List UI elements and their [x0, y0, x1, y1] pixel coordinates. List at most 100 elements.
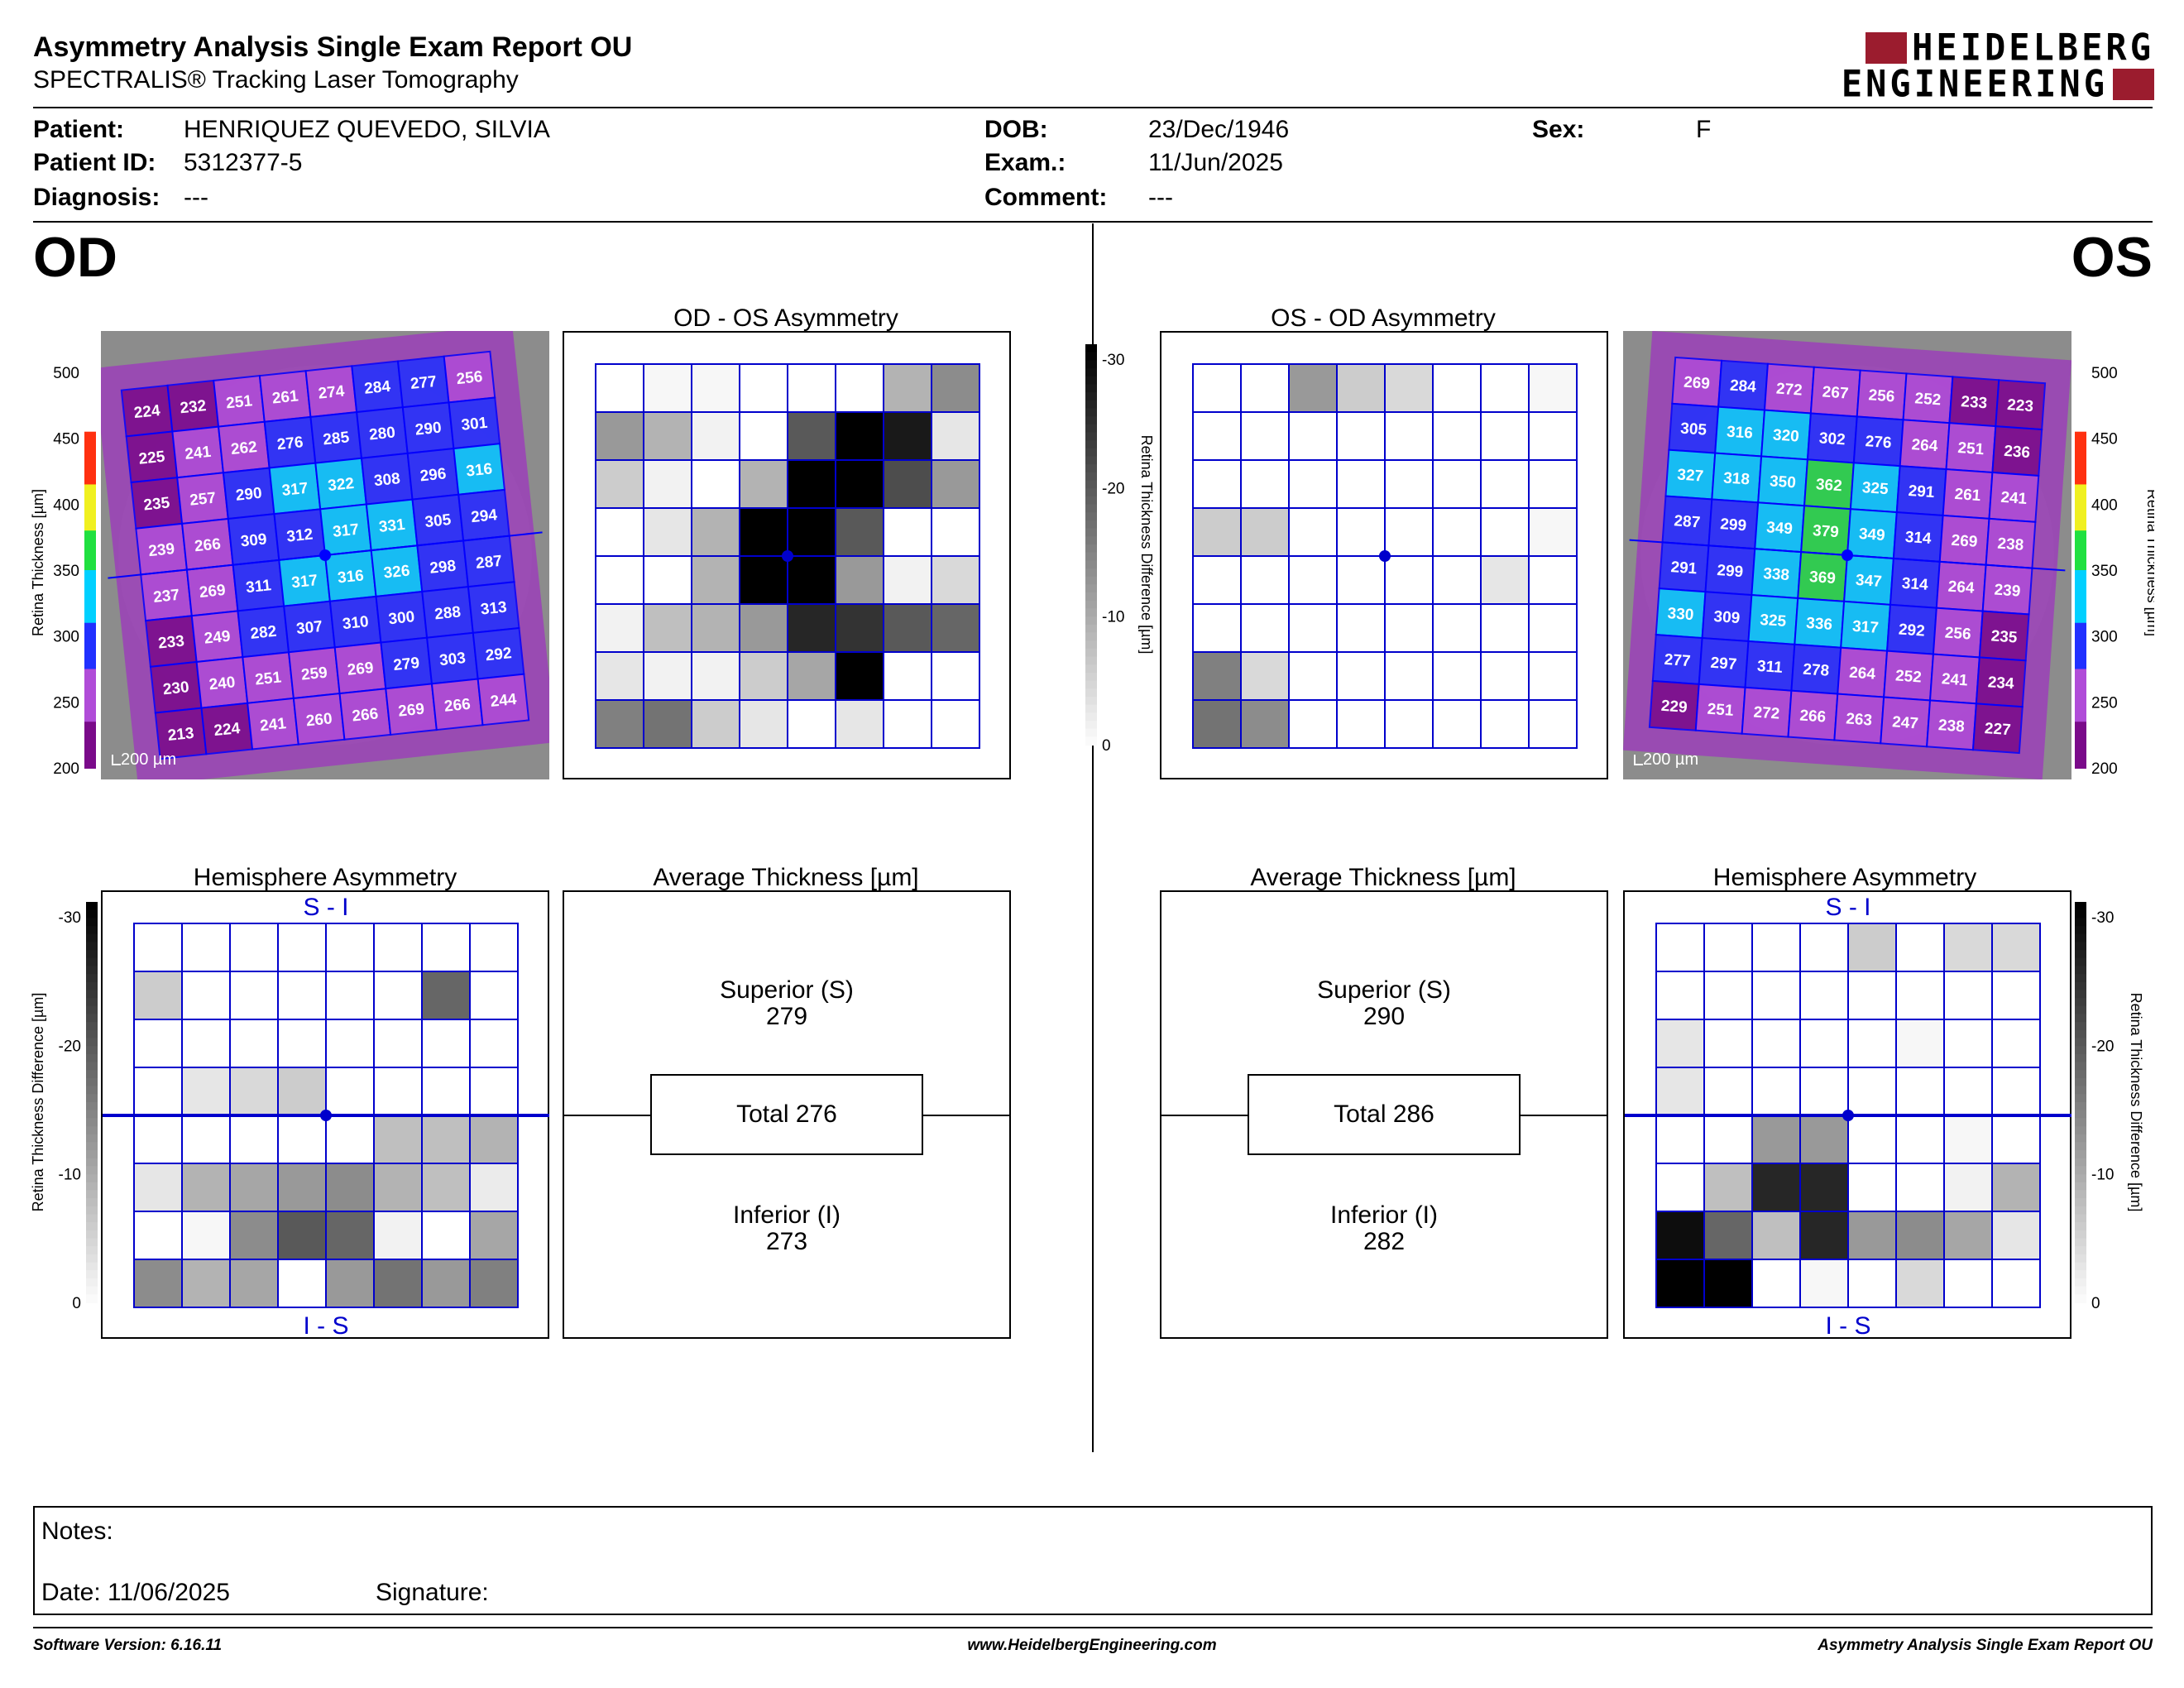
od-asym_gray-cell: [643, 603, 692, 653]
colorbar-tick-label: 200: [53, 760, 79, 778]
center-divider: [1092, 223, 1094, 1452]
os-inferior-value: 282: [1363, 1228, 1406, 1255]
colorbar-segment: [84, 708, 96, 717]
od-asym_gray-cell: [835, 699, 884, 749]
diff-colorbar-segment: [86, 918, 98, 928]
diff-colorbar-segment: [86, 1294, 98, 1303]
os-hemi_gray-cell: [1991, 1259, 2041, 1308]
diff-colorbar-tick: -20: [2091, 1038, 2114, 1055]
od-thickness-value: 310: [342, 613, 370, 633]
os-hemi_gray-cell: [1991, 923, 2041, 972]
os-asym_gray-cell: [1528, 411, 1578, 461]
colorbar-segment: [84, 563, 96, 571]
colorbar-segment: [2075, 491, 2086, 499]
os-hemi_gray-cell: [1895, 1211, 1945, 1260]
os-asym_gray-cell: [1192, 699, 1242, 749]
diff-colorbar-segment: [1085, 728, 1097, 738]
diff-colorbar-segment: [86, 1046, 98, 1055]
od-thickness-value: 316: [337, 567, 365, 587]
od-asym_gray-cell: [643, 411, 692, 461]
od-asym_gray-cell: [835, 507, 884, 557]
os-thickness-value: 263: [1846, 710, 1873, 729]
colorbar-segment: [84, 491, 96, 499]
diff-colorbar-segment: [1085, 424, 1097, 434]
colorbar-segment: [84, 464, 96, 472]
diff-colorbar-segment: [1085, 496, 1097, 506]
os-asym_gray-cell: [1192, 411, 1242, 461]
diff-colorbar-segment: [86, 1182, 98, 1192]
colorbar-segment: [84, 722, 96, 730]
diff-colorbar-segment: [86, 1134, 98, 1144]
notes-box[interactable]: Notes: Date: 11/06/2025 Signature:: [33, 1506, 2153, 1615]
od-hemi_gray-cell: [373, 1115, 423, 1164]
diff-colorbar-segment: [2075, 1142, 2086, 1152]
od-hemi_gray-cell: [133, 1163, 183, 1212]
colorbar-tick-label: 300: [2091, 629, 2118, 646]
colorbar-segment: [2075, 424, 2086, 433]
od-hemi_gray-cell: [421, 1019, 471, 1068]
od-asym_gray-cell: [643, 363, 692, 413]
os-asym_gray-cell: [1240, 411, 1290, 461]
patient-divider: [33, 221, 2153, 223]
os-thickness-value: 330: [1667, 605, 1694, 624]
diff-colorbar-segment: [1085, 400, 1097, 410]
diff-colorbar-segment: [86, 1238, 98, 1248]
os-asym_gray-cell: [1432, 555, 1482, 605]
diff-colorbar-segment: [1085, 464, 1097, 473]
colorbar-segment: [2075, 398, 2086, 406]
os-asym_gray-cell: [1432, 507, 1482, 557]
os-asym_gray-cell: [1240, 699, 1290, 749]
od-thickness-value: 294: [470, 506, 498, 526]
colorbar-segment: [84, 497, 96, 506]
diff-colorbar-segment: [1085, 352, 1097, 362]
od-hemisphere-panel: S - I I - S: [101, 890, 549, 1339]
od-thickness-value: 317: [281, 480, 309, 500]
od-hemi_gray-cell: [325, 1211, 375, 1260]
colorbar-segment: [84, 669, 96, 677]
os-thickness-grid: 269 284 272 267 256 252 233 223 305 316 320 302 276 2…: [1623, 331, 2071, 779]
os-hemi_gray-cell: [1991, 1019, 2041, 1068]
colorbar-tick-label: 350: [2091, 563, 2118, 580]
od-thickness-value: 331: [378, 516, 406, 536]
od-asym_gray-cell: [931, 507, 980, 557]
os-hemi_gray-cell: [1655, 923, 1705, 972]
od-thickness-value: 274: [318, 382, 346, 402]
os-thickness-value: 264: [1849, 664, 1877, 683]
os-thickness-value: 264: [1911, 436, 1939, 455]
diff-colorbar-segment: [86, 942, 98, 952]
od-hemi_gray-cell: [325, 1019, 375, 1068]
colorbar-segment: [84, 438, 96, 446]
diff-colorbar-segment: [2075, 1005, 2086, 1015]
diff-colorbar-segment: [2075, 1270, 2086, 1279]
os-asym_gray-cell: [1384, 603, 1434, 653]
colorbar-segment: [84, 688, 96, 697]
diff-colorbar-tick: -10: [2091, 1167, 2114, 1184]
od-asym_gray-cell: [883, 363, 932, 413]
os-hemi_gray-cell: [1655, 1259, 1705, 1308]
diff-colorbar-segment: [86, 1158, 98, 1168]
colorbar-segment: [2075, 504, 2086, 512]
colorbar-segment: [84, 583, 96, 591]
os-thickness-value: 239: [1994, 582, 2021, 601]
od-asym_gray-cell: [787, 555, 836, 605]
od-hemi_gray-cell: [277, 1163, 327, 1212]
od-asym_gray-cell: [739, 459, 788, 509]
colorbar-segment: [84, 398, 96, 406]
os-inferior-label: Inferior (I): [1329, 1201, 1439, 1229]
colorbar-segment: [84, 702, 96, 710]
os-thickness-value: 379: [1812, 522, 1839, 541]
colorbar-segment: [2075, 688, 2086, 697]
os-asym_gray-cell: [1528, 459, 1578, 509]
os-thickness-value: 269: [1683, 374, 1710, 393]
os-hemi_gray-cell: [1895, 1019, 1945, 1068]
od-asym_gray-cell: [643, 699, 692, 749]
diff-colorbar-segment: [86, 1286, 98, 1296]
colorbar-segment: [2075, 431, 2086, 439]
website-link[interactable]: www.HeidelbergEngineering.com: [967, 1637, 1217, 1654]
diff-colorbar-segment: [86, 1270, 98, 1279]
os-thickness-value: 236: [2004, 443, 2031, 462]
logo-text-line1: HEIDELBERG: [1912, 26, 2154, 70]
od-thickness-value: 230: [162, 679, 190, 698]
colorbar-segment: [2075, 570, 2086, 578]
colorbar-segment: [84, 372, 96, 380]
